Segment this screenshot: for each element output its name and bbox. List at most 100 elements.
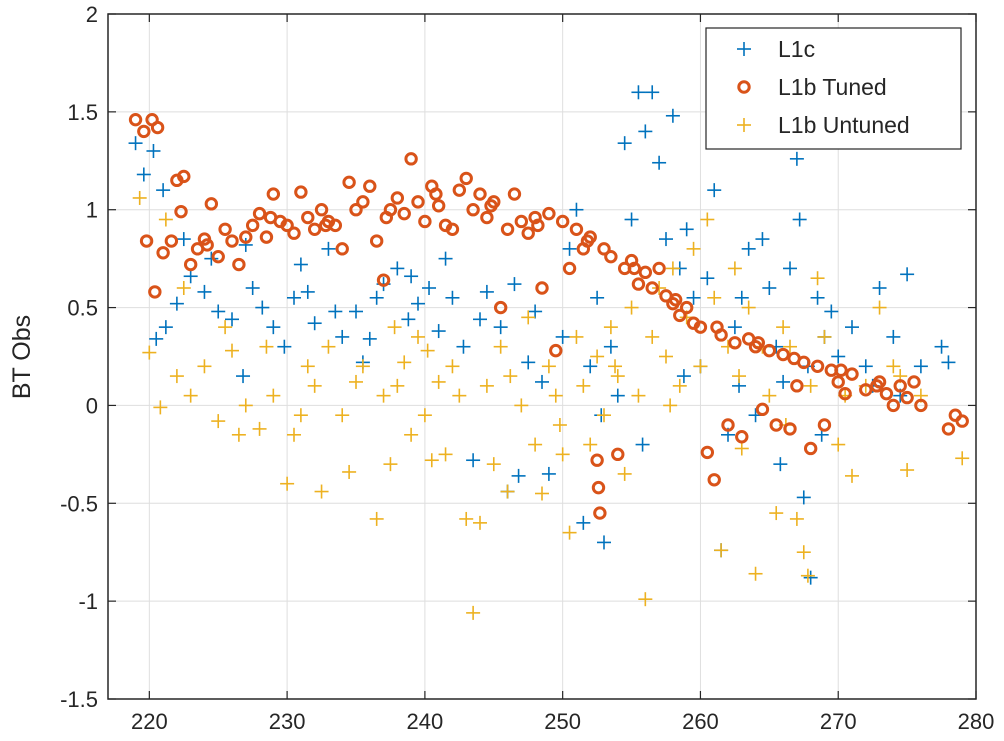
l1c-point: [277, 339, 292, 354]
untuned-point: [800, 568, 815, 583]
untuned-point: [287, 427, 301, 442]
untuned-point: [645, 329, 660, 344]
l1c-point: [128, 136, 143, 151]
untuned-point: [762, 388, 777, 403]
tuned-point: [762, 343, 777, 358]
tuned-point: [638, 265, 653, 280]
l1c-point: [307, 316, 322, 331]
l1c-point: [390, 261, 405, 276]
tuned-point: [259, 230, 274, 244]
l1c-point: [156, 183, 171, 198]
untuned-point: [355, 359, 370, 374]
l1c-point: [479, 284, 494, 299]
tuned-point: [693, 320, 708, 334]
tuned-point: [150, 120, 165, 135]
series-l1c: [128, 85, 956, 585]
tuned-point: [769, 418, 783, 432]
untuned-point: [659, 349, 673, 364]
untuned-point: [176, 281, 191, 295]
tuned-point: [139, 234, 154, 248]
tuned-point: [164, 234, 179, 248]
untuned-point: [638, 592, 653, 607]
tuned-point: [363, 179, 377, 193]
tuned-point: [886, 398, 901, 413]
untuned-point: [142, 345, 157, 360]
y-tick-label: 1.5: [67, 100, 98, 125]
tuned-point: [200, 238, 214, 252]
untuned-point: [300, 359, 315, 374]
tuned-point: [941, 422, 956, 436]
l1c-point: [183, 269, 198, 284]
tuned-point: [431, 199, 446, 213]
l1c-point: [886, 329, 901, 344]
untuned-point: [608, 359, 623, 374]
tuned-point: [335, 242, 349, 256]
untuned-point: [376, 388, 391, 403]
tuned-point: [624, 253, 639, 268]
tuned-point: [349, 203, 363, 217]
l1c-point: [941, 355, 956, 370]
untuned-point: [153, 400, 168, 415]
untuned-point: [514, 398, 529, 413]
l1c-point: [225, 312, 239, 327]
untuned-point: [590, 349, 605, 364]
tuned-point: [211, 249, 225, 264]
legend-marker-tuned: [737, 80, 751, 94]
untuned-point: [541, 359, 556, 374]
untuned-point: [727, 261, 742, 276]
tuned-point: [252, 206, 267, 221]
legend-entry: L1b Untuned: [778, 112, 910, 138]
legend-marker-l1c: [737, 42, 751, 56]
untuned-point: [569, 329, 584, 344]
tuned-point: [445, 222, 460, 236]
tuned-point: [314, 203, 329, 217]
l1c-point: [824, 304, 839, 319]
legend-marker-untuned: [737, 118, 751, 132]
tuned-point: [156, 246, 170, 260]
y-tick-label: 1: [86, 198, 98, 223]
untuned-point: [714, 543, 729, 558]
untuned-point: [583, 437, 598, 452]
tuned-point: [342, 175, 356, 190]
l1c-point: [707, 183, 722, 198]
untuned-point: [769, 506, 784, 521]
tuned-point: [907, 375, 921, 389]
l1c-point: [597, 535, 611, 550]
l1c-point: [810, 290, 825, 305]
tuned-point: [507, 187, 522, 201]
l1c-point: [789, 151, 804, 166]
untuned-point: [266, 388, 281, 403]
tuned-point: [137, 124, 151, 139]
untuned-point: [390, 378, 405, 393]
untuned-point: [663, 398, 678, 413]
untuned-point: [459, 511, 474, 526]
l1c-point: [576, 515, 591, 530]
tuned-point: [787, 351, 801, 366]
tuned-point: [555, 214, 570, 229]
l1c-point: [762, 281, 777, 295]
l1c-point: [411, 296, 425, 311]
untuned-point: [252, 421, 267, 436]
tuned-point: [204, 197, 219, 211]
untuned-point: [552, 418, 567, 432]
tuned-point: [668, 293, 683, 307]
l1c-point: [266, 320, 281, 335]
untuned-point: [535, 486, 549, 501]
untuned-point: [610, 369, 625, 384]
untuned-point: [349, 374, 363, 389]
l1c-point: [349, 304, 363, 319]
tuned-point: [755, 402, 770, 417]
tuned-point: [294, 185, 308, 199]
x-tick-label: 270: [820, 709, 857, 734]
tuned-point: [627, 261, 642, 276]
tuned-point: [480, 210, 494, 225]
l1c-point: [755, 232, 770, 247]
tuned-point: [287, 226, 301, 240]
untuned-point: [387, 320, 402, 335]
tuned-point: [900, 390, 914, 405]
untuned-point: [307, 378, 322, 393]
untuned-point: [169, 369, 184, 384]
tuned-point: [493, 300, 508, 315]
y-tick-label: 0: [86, 393, 98, 418]
l1c-point: [238, 237, 253, 252]
